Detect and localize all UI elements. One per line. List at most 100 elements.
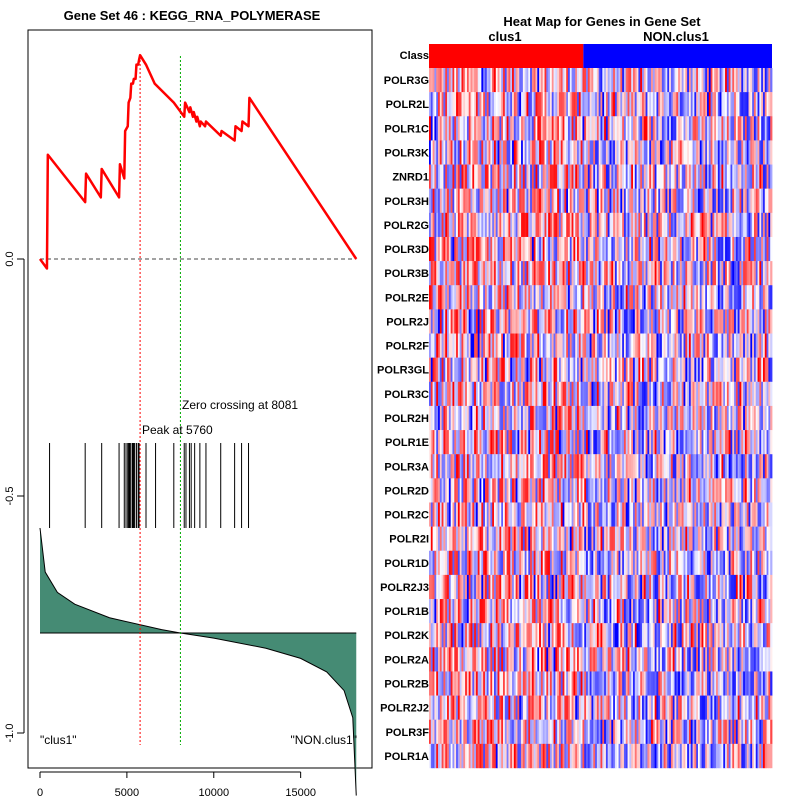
heatmap-cell [438,285,441,310]
heatmap-cell [526,550,529,576]
heatmap-cell [766,236,769,262]
heatmap-cell [475,478,479,503]
heatmap-cell [472,261,475,286]
heatmap-cell [674,550,677,576]
heatmap-cell [466,454,470,479]
heatmap-cell [580,647,583,672]
heatmap-cell [540,405,544,431]
heatmap-cell [503,405,506,431]
heatmap-cell [526,357,529,382]
heatmap-cell [587,164,591,189]
heatmap-cell [701,623,704,648]
heatmap-cell [607,381,610,407]
heatmap-cell [665,236,668,262]
heatmap-cell [732,526,735,551]
heatmap-cell [569,68,573,93]
heatmap-cell [687,430,690,455]
heatmap-cell [501,526,504,551]
heatmap-cell [678,526,681,551]
heatmap-cell [546,212,549,238]
heatmap-cell [546,92,549,117]
heatmap-cell [515,140,518,165]
heatmap-cell [555,599,558,624]
heatmap-cell [443,623,446,648]
heatmap-cell [558,430,562,455]
heatmap-cell [631,381,634,407]
heatmap-cell [429,164,432,189]
heatmap-cell [609,454,612,479]
heatmap-cell [448,550,452,576]
heatmap-cell [728,454,731,479]
heatmap-cell [640,188,643,214]
heatmap-cell [542,92,545,117]
heatmap-cell [703,454,706,479]
heatmap-cell [593,502,596,527]
heatmap-cell [562,599,565,624]
heatmap-cell [701,526,704,551]
heatmap-cell [703,671,706,696]
heatmap-cell [539,623,542,648]
heatmap-cell [593,526,596,551]
heatmap-cell [757,116,760,141]
heatmap-cell [753,333,757,358]
heatmap-cell [484,502,488,527]
heatmap-cell [465,381,468,407]
heatmap-cell [456,309,459,334]
heatmap-cell [741,454,744,479]
heatmap-cell [645,116,648,141]
heatmap-cell [672,333,675,358]
heatmap-cell [457,671,461,696]
heatmap-cell [447,285,450,310]
heatmap-cell [551,671,554,696]
heatmap-cell [679,574,683,600]
heatmap-cell [481,309,484,334]
heatmap-cell [429,430,432,455]
heatmap-cell [537,647,540,672]
heatmap-cell [670,285,674,310]
heatmap-cell [705,574,708,600]
heatmap-cell [542,550,545,576]
heatmap-cell [587,309,591,334]
heatmap-cell [537,140,540,165]
heatmap-cell [537,236,540,262]
heatmap-cell [737,236,740,262]
heatmap-cell [703,647,706,672]
heatmap-cell [448,140,452,165]
heatmap-cell [486,671,489,696]
heatmap-cell [472,671,475,696]
heatmap-cell [768,140,771,165]
heatmap-cell [443,357,446,382]
heatmap-cell [627,454,630,479]
heatmap-cell [479,164,482,189]
heatmap-cell [434,333,437,358]
heatmap-cell [694,526,697,551]
heatmap-gene-label: POLR2F [386,341,430,353]
heatmap-cell [669,574,672,600]
heatmap-cell [490,357,493,382]
heatmap-cell [544,502,547,527]
heatmap-cell [703,188,706,214]
heatmap-cell [472,381,475,407]
heatmap-cell [636,261,639,286]
heatmap-cell [454,285,457,310]
heatmap-cell [568,261,571,286]
heatmap-cell [568,574,571,600]
heatmap-cell [692,164,695,189]
heatmap-cell [562,116,565,141]
heatmap-cell [679,333,683,358]
heatmap-cell [688,333,692,358]
heatmap-cell [558,164,562,189]
heatmap-cell [553,478,556,503]
heatmap-cell [627,405,630,431]
heatmap-cell [701,261,704,286]
heatmap-cell [501,140,504,165]
heatmap-cell [477,357,480,382]
heatmap-gene-label: POLR1E [385,437,429,449]
heatmap-cell [501,647,504,672]
heatmap-cell [647,671,650,696]
heatmap-cell [566,550,569,576]
heatmap-cell [459,647,462,672]
heatmap-cell [479,333,482,358]
heatmap-cell [522,116,526,141]
